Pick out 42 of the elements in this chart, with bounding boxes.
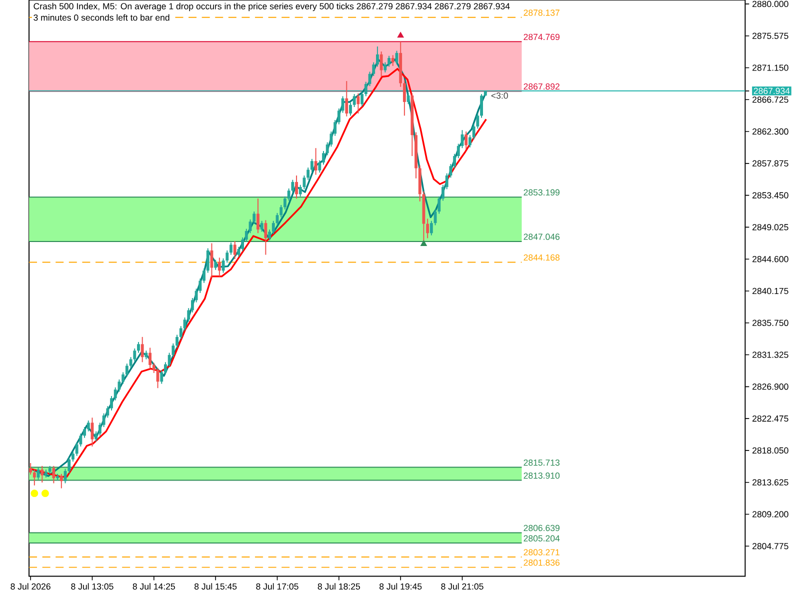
ref-line-label: 2853.199 (524, 189, 560, 196)
y-tick-label: 2875.575 (752, 32, 788, 39)
y-tick-label: 2818.050 (752, 447, 788, 454)
ref-line-label: 2844.168 (524, 254, 560, 261)
y-tick-label: 2857.875 (752, 160, 788, 166)
x-tick-label: 8 Jul 17:05 (256, 583, 298, 590)
x-tick-label: 8 Jul 19:45 (380, 583, 422, 590)
x-tick-label: 8 Jul 21:05 (441, 583, 484, 590)
ref-line-label: 2874.769 (524, 34, 560, 40)
y-tick-label: 2871.150 (752, 64, 788, 71)
y-tick-label: 2880.000 (752, 0, 788, 7)
ref-line-label: 2815.713 (524, 459, 560, 466)
y-tick-label: 2809.200 (752, 511, 788, 518)
ref-line-label: 2806.639 (524, 524, 560, 532)
y-tick-label: 2813.625 (752, 479, 788, 486)
annotation: <3:0 (491, 92, 508, 99)
ref-line-label: 2878.137 (524, 9, 560, 16)
y-tick-label: 2867.934 (754, 88, 790, 94)
x-tick-label: 8 Jul 14:25 (132, 583, 175, 590)
ref-line-label: 2801.836 (524, 559, 560, 566)
ref-line-label: 2805.204 (524, 535, 560, 542)
y-tick-label: 2853.450 (752, 192, 788, 198)
y-tick-label: 2866.725 (752, 96, 788, 103)
y-tick-label: 2831.325 (752, 352, 788, 358)
x-tick-label: 8 Jul 13:05 (71, 583, 114, 590)
chart-title: Crash 500 Index, M5: On average 1 drop occurs in the price series every 500 ticks 2867.279 2867.934 2867.279 2867.934 (34, 2, 510, 12)
y-tick-label: 2844.600 (752, 256, 788, 262)
y-tick-label: 2849.025 (752, 224, 788, 230)
ref-line-label: 2867.892 (524, 83, 560, 90)
y-tick-label: 2840.175 (752, 288, 788, 294)
y-tick-label: 2826.900 (752, 383, 788, 390)
x-tick-label: 8 Jul 2026 (10, 583, 50, 590)
text: 3 minutes 0 seconds left to bar end (34, 14, 170, 21)
ref-line-label: 2847.046 (524, 234, 560, 240)
x-tick-label: 8 Jul 15:45 (194, 583, 237, 590)
y-tick-label: 2835.750 (752, 320, 788, 326)
ref-line-label: 2813.910 (524, 472, 560, 479)
ref-line-label: 2803.271 (524, 549, 560, 556)
y-tick-label: 2862.300 (752, 128, 788, 135)
y-tick-label: 2822.475 (752, 415, 788, 422)
y-tick-label: 2804.775 (752, 542, 788, 550)
x-tick-label: 8 Jul 18:25 (318, 583, 360, 590)
